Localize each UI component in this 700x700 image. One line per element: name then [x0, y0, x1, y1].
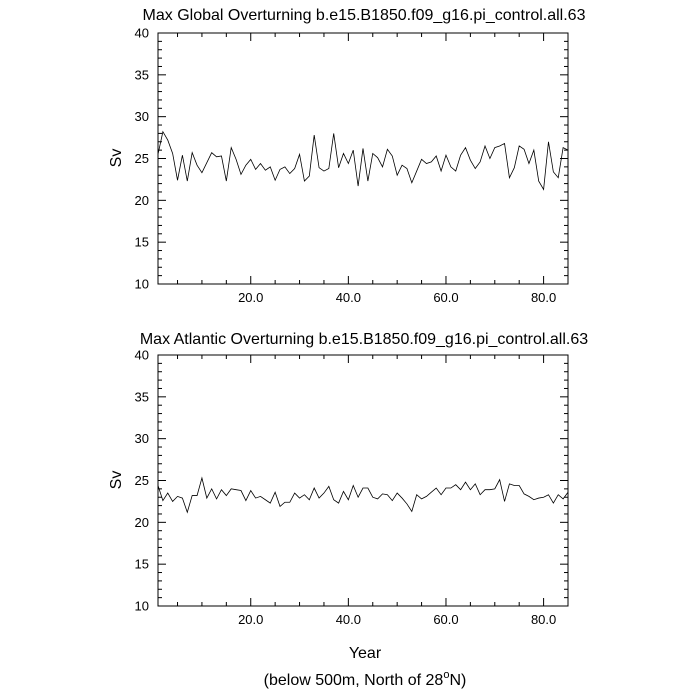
x-tick-label: 20.0 [238, 612, 263, 627]
x-axis-label: Year [349, 645, 382, 662]
x-tick-label: 20.0 [238, 290, 263, 305]
y-axis-label-global: Sv [108, 149, 125, 168]
chart-title-global: Max Global Overturning b.e15.B1850.f09_g… [143, 7, 586, 24]
chart-title-atlantic: Max Atlantic Overturning b.e15.B1850.f09… [140, 331, 588, 348]
y-tick-label: 30 [135, 109, 149, 124]
chart-panel-global: Max Global Overturning b.e15.B1850.f09_g… [108, 7, 586, 305]
x-tick-label: 80.0 [531, 290, 556, 305]
footer-note-post: N) [449, 672, 466, 689]
axis-ticks-global: 10 15 20 25 30 35 40 20.0 40.0 60.0 80.0 [135, 26, 569, 305]
y-tick-label: 30 [135, 431, 149, 446]
y-tick-label: 15 [135, 557, 149, 572]
footer-note-sup: o [443, 669, 449, 681]
series-group-global [157, 130, 569, 191]
series-line-atlantic [157, 476, 569, 514]
y-tick-label: 20 [135, 193, 149, 208]
y-tick-label: 40 [135, 348, 149, 363]
x-tick-label: 60.0 [433, 290, 458, 305]
y-tick-label: 35 [135, 67, 149, 82]
footer-note: (below 500m, North of 28oN) [264, 669, 467, 689]
y-tick-label: 35 [135, 389, 149, 404]
chart-panel-atlantic: Max Atlantic Overturning b.e15.B1850.f09… [108, 331, 588, 662]
y-tick-label: 15 [135, 235, 149, 250]
x-tick-label: 80.0 [531, 612, 556, 627]
y-tick-label: 20 [135, 515, 149, 530]
plot-frame-atlantic [157, 354, 569, 607]
y-tick-label: 25 [135, 473, 149, 488]
series-line-global [157, 130, 569, 191]
x-tick-label: 60.0 [433, 612, 458, 627]
x-tick-label: 40.0 [336, 612, 361, 627]
series-group-atlantic [157, 476, 569, 514]
y-tick-label: 10 [135, 599, 149, 614]
y-tick-label: 25 [135, 151, 149, 166]
y-tick-label: 10 [135, 277, 149, 292]
y-axis-label-atlantic: Sv [108, 471, 125, 490]
y-tick-label: 40 [135, 26, 149, 41]
footer-note-pre: (below 500m, North of 28 [264, 672, 444, 689]
x-tick-label: 40.0 [336, 290, 361, 305]
axis-ticks-atlantic: 10 15 20 25 30 35 40 20.0 40.0 60.0 80.0 [135, 348, 569, 627]
